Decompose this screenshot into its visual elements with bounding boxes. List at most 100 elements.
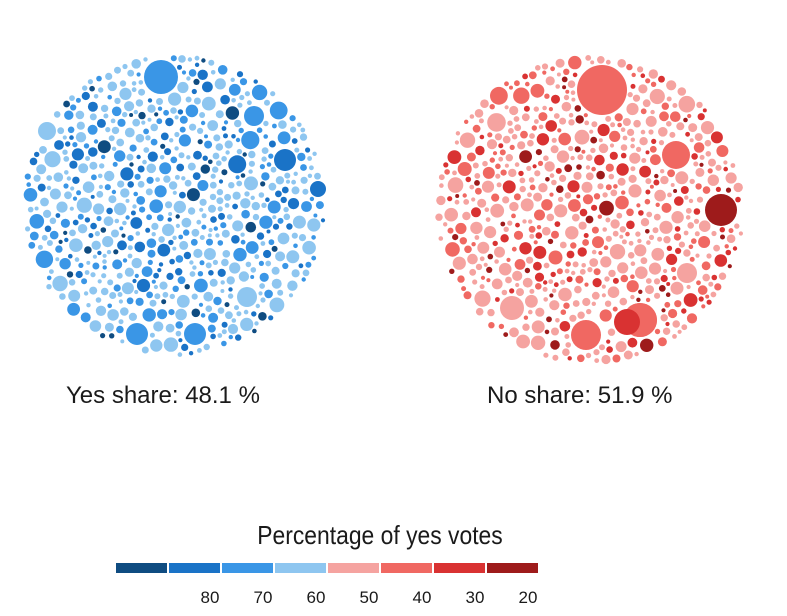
- yes-bubble: [93, 203, 105, 215]
- no-bubble: [697, 113, 705, 121]
- yes-bubble: [258, 260, 264, 266]
- no-bubble: [665, 321, 670, 327]
- yes-bubble: [138, 88, 146, 96]
- no-bubble: [630, 294, 635, 300]
- no-bubble: [649, 184, 654, 189]
- yes-bubble: [114, 150, 126, 162]
- yes-bubble: [58, 239, 63, 244]
- yes-bubble: [86, 260, 91, 265]
- no-bubble: [500, 296, 524, 320]
- no-bubble: [559, 174, 567, 182]
- no-bubble: [568, 119, 575, 126]
- yes-bubble: [200, 164, 210, 174]
- no-bubble: [572, 72, 578, 78]
- yes-bubble: [187, 162, 196, 171]
- no-bubble: [568, 145, 574, 152]
- no-bubble: [479, 134, 485, 140]
- yes-bubble: [174, 174, 180, 180]
- yes-bubble: [37, 183, 46, 192]
- no-bubble: [542, 226, 551, 236]
- no-bubble: [669, 131, 676, 138]
- no-bubble: [523, 105, 530, 112]
- no-bubble: [589, 258, 599, 267]
- no-bubble: [578, 221, 587, 230]
- no-bubble: [518, 170, 524, 177]
- no-bubble: [535, 65, 541, 71]
- yes-bubble: [269, 101, 288, 120]
- no-bubble: [472, 162, 479, 169]
- yes-bubble: [126, 323, 148, 345]
- no-bubble: [702, 108, 707, 113]
- yes-bubble: [265, 197, 270, 202]
- yes-bubble: [101, 154, 106, 160]
- yes-bubble: [258, 312, 267, 321]
- no-bubble: [677, 87, 687, 96]
- no-bubble: [582, 239, 589, 246]
- yes-bubble: [240, 239, 246, 245]
- no-bubble: [641, 158, 647, 163]
- yes-bubble: [87, 101, 98, 112]
- no-bubble: [683, 249, 691, 257]
- no-bubble: [500, 234, 509, 243]
- no-bubble: [548, 107, 554, 112]
- yes-bubble: [263, 134, 269, 139]
- yes-bubble: [172, 235, 177, 240]
- no-bubble: [472, 279, 478, 285]
- no-bubble: [616, 212, 623, 219]
- yes-bubble: [175, 330, 182, 337]
- no-bubble: [562, 85, 567, 90]
- yes-bubble: [75, 97, 81, 103]
- no-bubble: [637, 238, 642, 244]
- yes-bubble: [274, 149, 296, 171]
- yes-bubble: [208, 204, 216, 213]
- legend-tick-50: 50: [359, 588, 379, 607]
- yes-bubble: [197, 127, 204, 134]
- yes-bubble: [28, 241, 36, 249]
- yes-bubble: [135, 99, 144, 107]
- yes-bubble: [53, 111, 61, 118]
- yes-bubble: [235, 137, 241, 143]
- yes-bubble: [309, 196, 315, 202]
- no-bubble: [605, 115, 612, 122]
- yes-bubble: [175, 255, 184, 263]
- no-bubble: [461, 286, 467, 292]
- yes-bubble: [159, 281, 168, 290]
- yes-bubble: [220, 222, 227, 229]
- yes-bubble: [124, 267, 134, 277]
- no-bubble: [726, 234, 736, 243]
- no-bubble: [672, 275, 677, 281]
- no-bubble: [735, 196, 741, 203]
- no-bubble: [638, 210, 644, 216]
- no-bubble: [626, 280, 639, 293]
- yes-bubble: [138, 80, 144, 85]
- no-bubble: [551, 94, 560, 104]
- yes-bubble: [111, 189, 117, 195]
- yes-bubble: [218, 212, 225, 220]
- yes-bubble: [109, 333, 115, 339]
- no-bubble: [508, 168, 517, 178]
- no-bubble: [598, 143, 609, 154]
- no-bubble: [545, 76, 555, 86]
- no-bubble: [640, 218, 650, 227]
- yes-bubble: [106, 249, 112, 255]
- no-bubble: [585, 55, 592, 61]
- yes-bubble: [313, 213, 318, 218]
- no-bubble: [699, 162, 704, 167]
- no-bubble: [645, 115, 657, 127]
- yes-bubble: [84, 217, 91, 223]
- yes-bubble: [272, 223, 280, 230]
- no-bubble: [503, 226, 509, 232]
- no-bubble: [607, 328, 616, 336]
- yes-bubble: [55, 257, 60, 262]
- yes-bubble: [165, 201, 173, 209]
- no-bubble: [507, 120, 513, 126]
- no-bubble: [541, 63, 549, 70]
- yes-bubble: [55, 213, 61, 218]
- no-bubble: [445, 242, 460, 257]
- yes-bubble: [183, 251, 192, 260]
- no-bubble: [601, 354, 611, 365]
- yes-bubble: [312, 151, 317, 156]
- yes-bubble: [37, 244, 43, 250]
- no-bubble: [723, 160, 728, 165]
- yes-bubble: [72, 219, 79, 226]
